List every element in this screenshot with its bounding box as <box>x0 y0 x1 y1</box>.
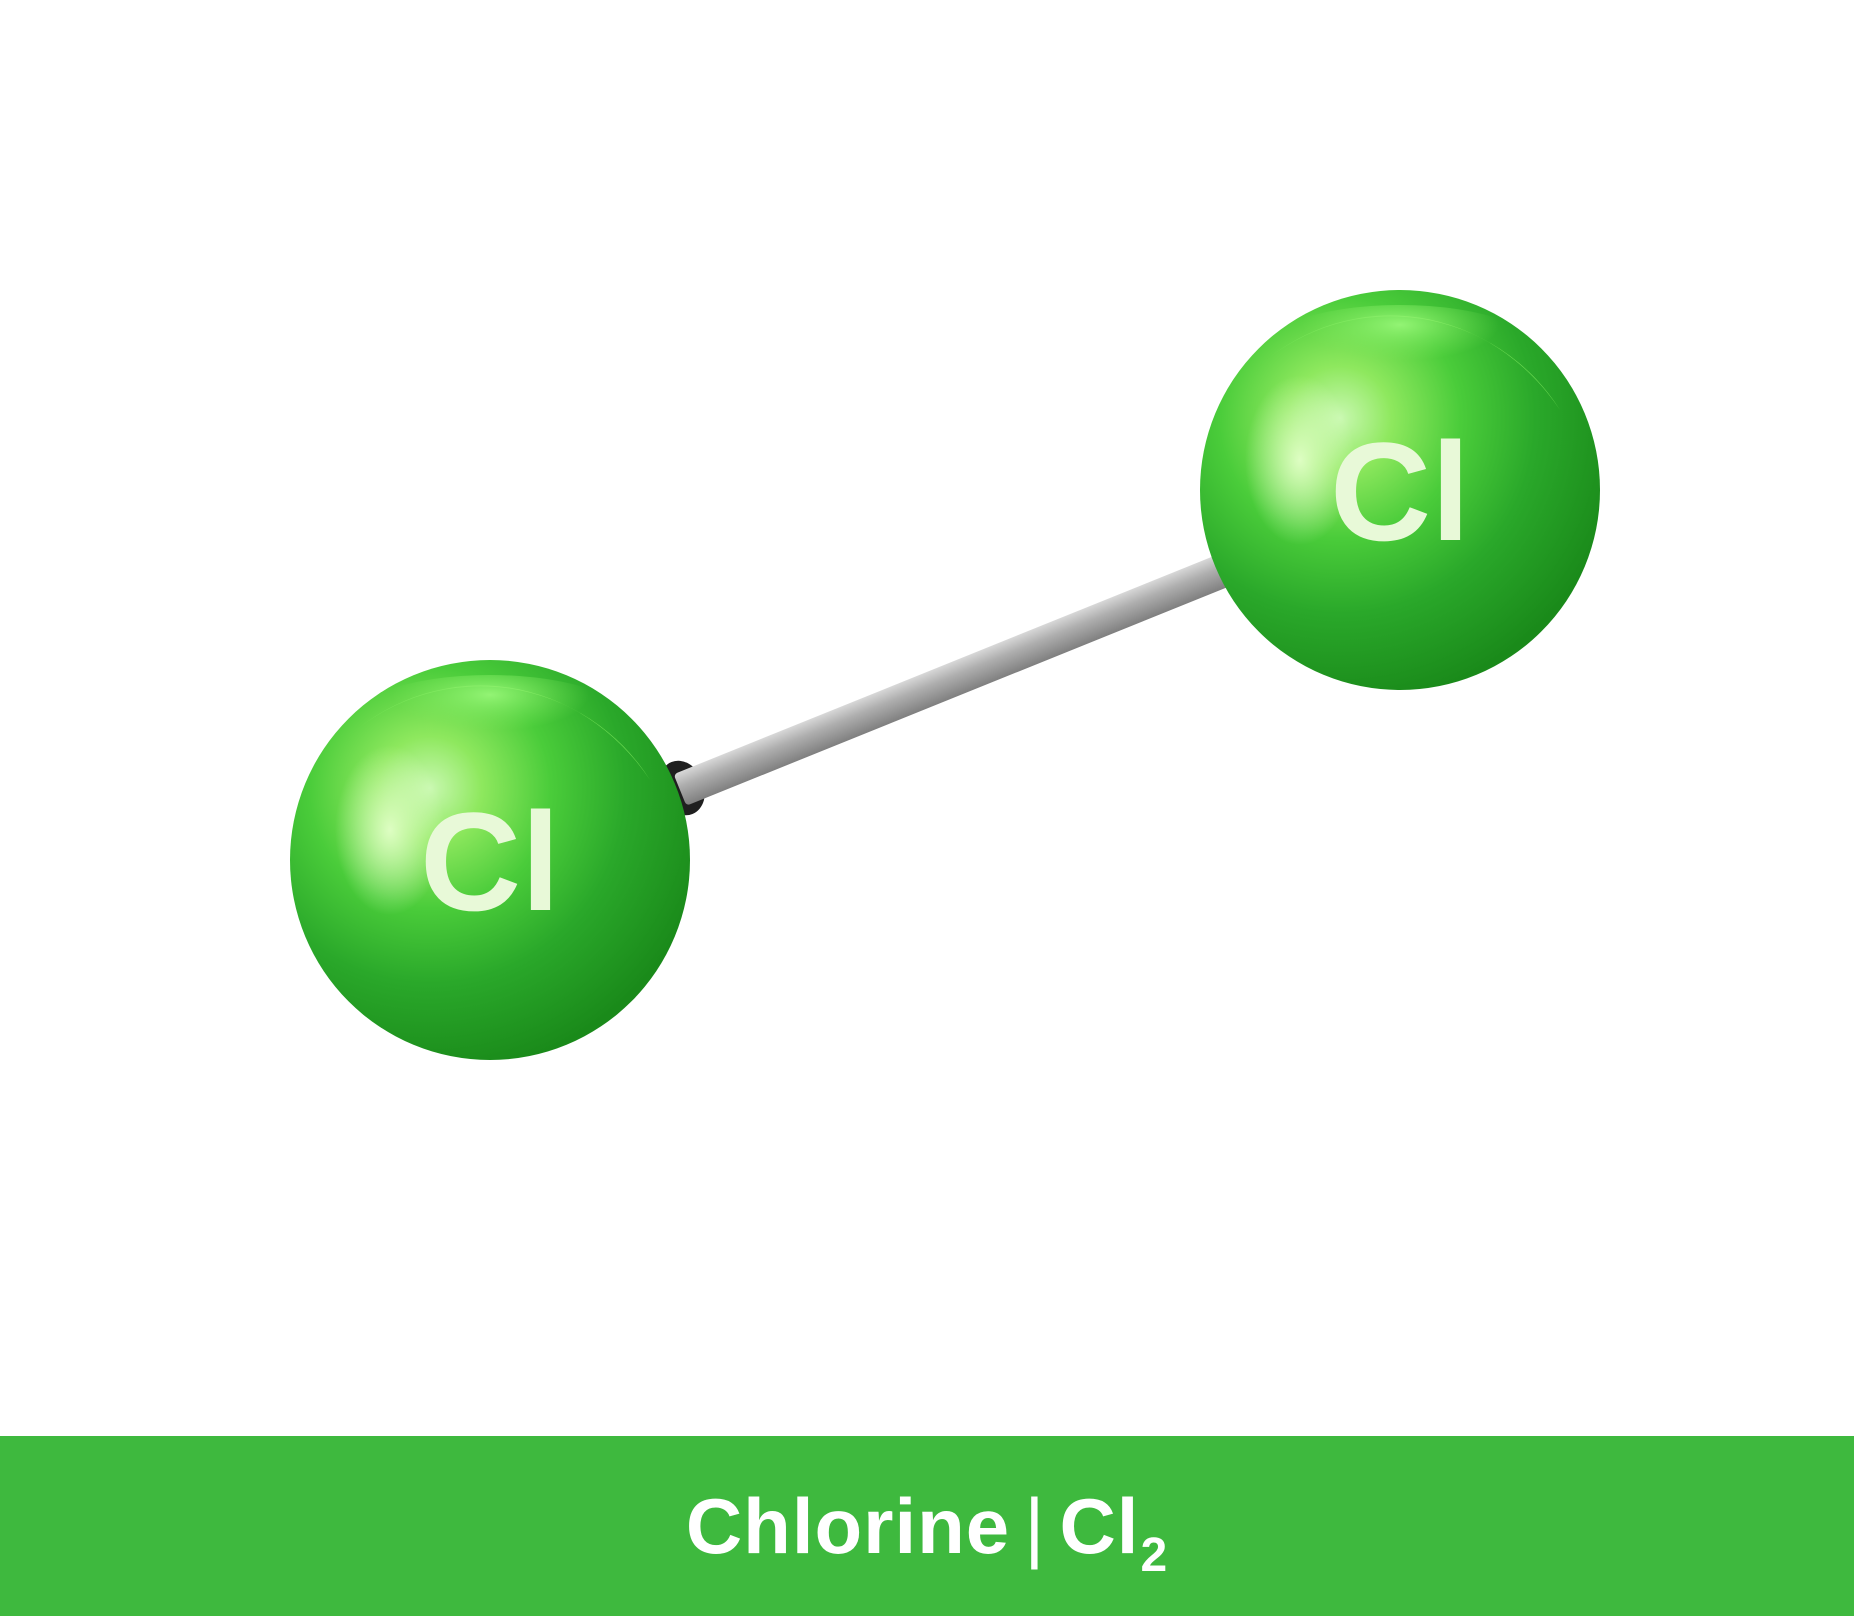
caption-formula-subscript: 2 <box>1140 1528 1168 1583</box>
caption-bar: Chlorine | Cl 2 <box>0 1436 1854 1616</box>
atom-label-right: Cl <box>1330 413 1470 570</box>
caption-formula-base: Cl <box>1059 1481 1139 1572</box>
molecule-diagram: Cl Cl <box>0 0 1854 1400</box>
caption-name: Chlorine <box>686 1481 1010 1572</box>
atom-label-left: Cl <box>420 783 560 940</box>
bond <box>674 553 1234 806</box>
caption-separator: | <box>1024 1481 1045 1572</box>
molecule-svg: Cl Cl <box>0 0 1854 1400</box>
caption-text: Chlorine | Cl 2 <box>686 1481 1168 1572</box>
atom-left: Cl <box>290 660 690 1060</box>
atom-right: Cl <box>1200 290 1600 690</box>
